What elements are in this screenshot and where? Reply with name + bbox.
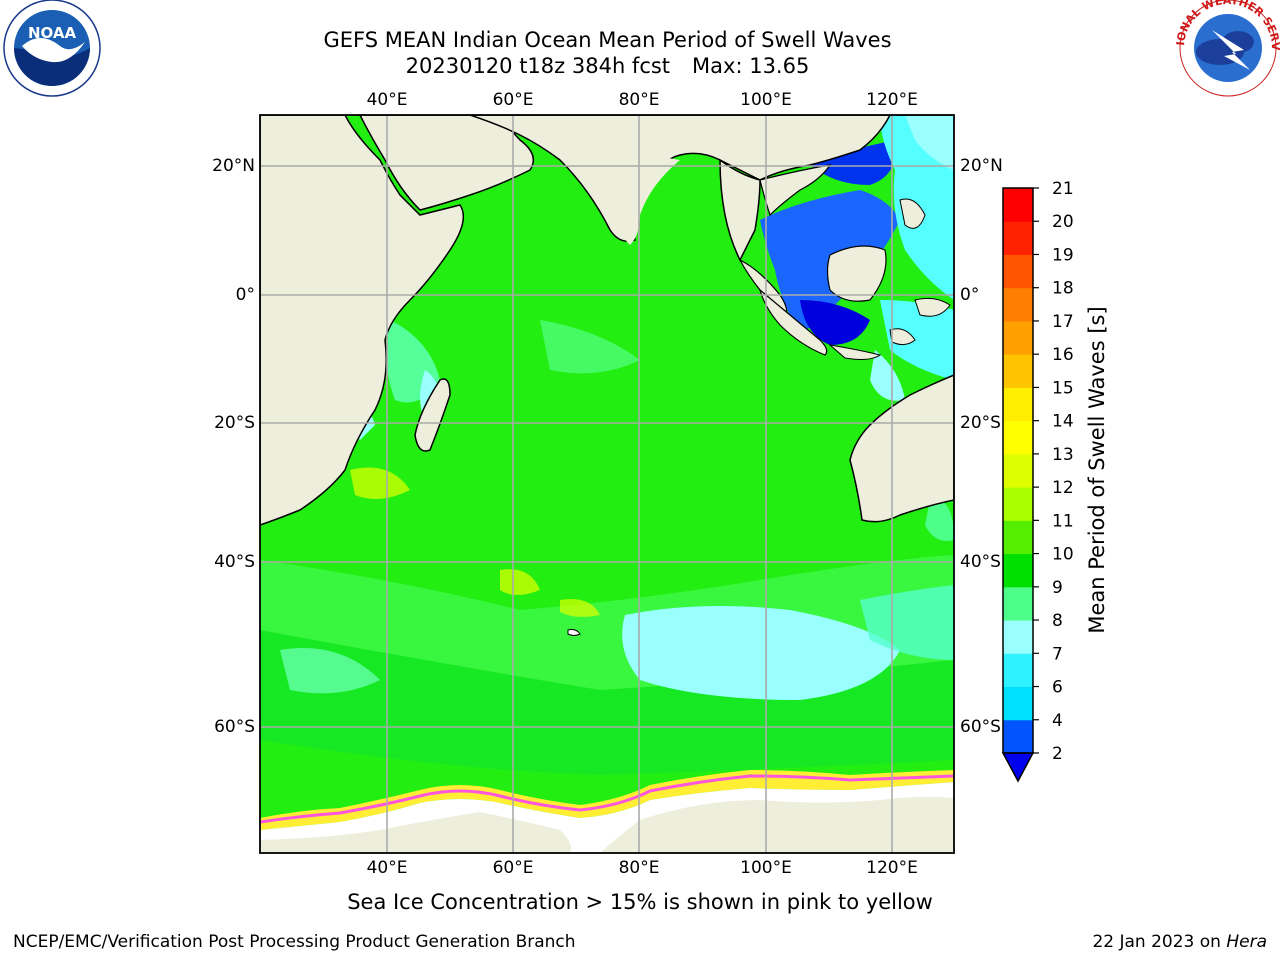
lat-label-left: 60°S: [214, 717, 255, 737]
colorbar-swatch: [1003, 320, 1033, 355]
sea-ice-note: Sea Ice Concentration > 15% is shown in …: [347, 890, 933, 914]
colorbar-tick-label: 20: [1052, 212, 1074, 232]
lat-label-right: 60°S: [960, 717, 1001, 737]
colorbar-tick-label: 12: [1052, 478, 1074, 498]
colorbar-extend-arrow: [1001, 752, 1035, 783]
lon-label-top: 40°E: [366, 90, 408, 110]
colorbar-swatch: [1003, 553, 1033, 588]
forecast-date: 20230120 t18z 384h fcst: [405, 54, 671, 78]
colorbar-tick-label: 9: [1052, 578, 1063, 598]
footer-date-text: 22 Jan 2023 on: [1092, 932, 1221, 952]
colorbar-swatch: [1003, 620, 1033, 654]
colorbar-tick-label: 18: [1052, 279, 1074, 299]
colorbar-swatch: [1003, 719, 1033, 754]
colorbar-tick-label: 17: [1052, 312, 1074, 332]
colorbar-frame: [1002, 187, 1034, 754]
colorbar-swatch: [1003, 387, 1033, 422]
colorbar-tick-label: 7: [1052, 644, 1063, 664]
noaa-logo: NOAA: [3, 0, 101, 97]
lon-label-bottom: 100°E: [740, 858, 792, 878]
colorbar-tick-label: 11: [1052, 511, 1074, 531]
colorbar-tick-label: 16: [1052, 345, 1074, 365]
figure-subtitle: 20230120 t18z 384h fcst Max: 13.65: [200, 53, 1015, 79]
lon-label-top: 100°E: [740, 90, 792, 110]
lat-label-left: 40°S: [214, 552, 255, 572]
swell-period-field: [260, 115, 954, 853]
colorbar-swatch: [1003, 653, 1033, 688]
colorbar-swatch: [1003, 586, 1033, 621]
lat-label-right: 0°: [960, 285, 980, 305]
lon-label-bottom: 60°E: [492, 858, 534, 878]
colorbar-swatch: [1003, 453, 1033, 488]
colorbar-tick-label: 2: [1052, 744, 1063, 764]
lat-label-right: 40°S: [960, 552, 1001, 572]
lat-label-left: 20°S: [214, 413, 255, 433]
colorbar: 2 4 6 7 8 9 10 11 12 13 14 15 16 17 18 19 20 21: [1001, 179, 1074, 783]
colorbar-swatch: [1003, 520, 1033, 555]
colorbar-swatch: [1003, 487, 1033, 521]
lon-label-bottom: 80°E: [618, 858, 660, 878]
colorbar-swatch: [1003, 420, 1033, 455]
max-value: Max: 13.65: [692, 54, 810, 78]
lon-label-top: 120°E: [866, 90, 918, 110]
colorbar-swatch: [1003, 221, 1033, 255]
colorbar-tick-label: 10: [1052, 545, 1074, 565]
map-frame: [259, 114, 955, 854]
colorbar-swatch: [1003, 287, 1033, 322]
lon-label-top: 80°E: [618, 90, 660, 110]
noaa-logo-text: NOAA: [28, 24, 77, 42]
footer-machine: Hera: [1226, 932, 1267, 952]
lat-label-left: 20°N: [212, 156, 255, 176]
figure-title: GEFS MEAN Indian Ocean Mean Period of Sw…: [323, 28, 892, 52]
colorbar-swatch: [1003, 254, 1033, 289]
colorbar-tick-label: 6: [1052, 678, 1063, 698]
colorbar-swatch: [1003, 354, 1033, 388]
footer-date: 22 Jan 2023 on Hera: [1092, 932, 1267, 952]
graticule: [260, 115, 954, 853]
colorbar-tick-label: 4: [1052, 711, 1063, 731]
lon-label-top: 60°E: [492, 90, 534, 110]
lon-label-bottom: 40°E: [366, 858, 408, 878]
footer-credit: NCEP/EMC/Verification Post Processing Pr…: [13, 932, 576, 952]
lat-label-left: 0°: [235, 285, 255, 305]
colorbar-tick-label: 8: [1052, 611, 1063, 631]
colorbar-tick-label: 13: [1052, 445, 1074, 465]
lon-label-bottom: 120°E: [866, 858, 918, 878]
colorbar-title: Mean Period of Swell Waves [s]: [1085, 306, 1109, 634]
lat-label-right: 20°S: [960, 413, 1001, 433]
colorbar-tick-label: 14: [1052, 412, 1074, 432]
colorbar-tick-label: 15: [1052, 378, 1074, 398]
lat-label-right: 20°N: [960, 156, 1003, 176]
colorbar-tick-label: 19: [1052, 245, 1074, 265]
colorbar-tick-label: 21: [1052, 179, 1074, 199]
colorbar-swatch: [1003, 188, 1033, 222]
colorbar-swatch: [1003, 686, 1033, 721]
